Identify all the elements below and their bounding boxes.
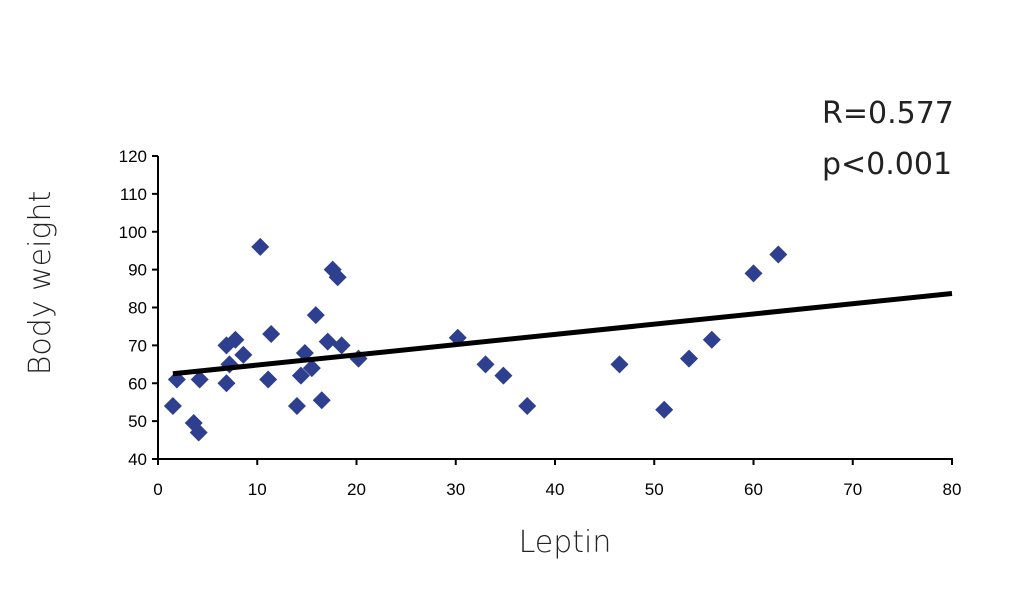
y-tick-label: 80 — [128, 299, 147, 318]
data-point — [234, 345, 253, 364]
y-tick-label: 100 — [119, 223, 147, 242]
data-point — [332, 336, 351, 355]
data-point — [494, 366, 513, 385]
data-point — [312, 391, 331, 410]
axes: 0 10 20 30 40 50 60 70 80 40 50 60 70 80 90 100 110 120 — [119, 147, 962, 499]
x-tick-label: 40 — [546, 480, 565, 499]
y-tick-label: 50 — [128, 412, 147, 431]
data-point — [259, 370, 278, 389]
data-point — [251, 237, 270, 256]
data-point — [476, 355, 495, 374]
data-point — [679, 349, 698, 368]
y-tick-label: 60 — [128, 374, 147, 393]
x-tick-label: 70 — [843, 480, 862, 499]
x-tick-label: 10 — [248, 480, 267, 499]
data-point — [655, 400, 674, 419]
x-tick-label: 0 — [153, 480, 162, 499]
x-tick-label: 60 — [744, 480, 763, 499]
data-point — [306, 306, 325, 325]
y-tick-label: 90 — [128, 261, 147, 280]
data-point — [518, 396, 537, 415]
y-tick-label: 110 — [120, 185, 147, 204]
x-tick-label: 30 — [446, 480, 465, 499]
data-point — [190, 370, 209, 389]
y-tick-label: 120 — [119, 147, 147, 166]
data-point — [163, 396, 182, 415]
r-value-annotation: R=0.577 — [822, 96, 954, 131]
data-point — [262, 325, 281, 344]
data-point — [291, 366, 310, 385]
data-points — [163, 237, 788, 442]
x-tick-label: 50 — [645, 480, 664, 499]
y-tick-label: 70 — [128, 336, 147, 355]
data-point — [189, 423, 208, 442]
x-axis-title: Leptin — [519, 525, 612, 560]
data-point — [226, 330, 245, 349]
x-tick-label: 20 — [347, 480, 366, 499]
data-point — [769, 245, 788, 264]
data-point — [328, 268, 347, 287]
data-point — [302, 359, 321, 378]
p-value-annotation: p<0.001 — [822, 147, 952, 182]
data-point — [217, 374, 236, 393]
x-tick-label: 80 — [943, 480, 962, 499]
data-point — [702, 330, 721, 349]
trendline-layer — [172, 290, 953, 377]
data-point — [610, 355, 629, 374]
regression-line — [172, 290, 953, 377]
y-tick-label: 40 — [128, 450, 147, 469]
data-point — [744, 264, 763, 283]
data-point — [318, 332, 337, 351]
data-point — [287, 396, 306, 415]
y-axis-title: Body weight — [23, 191, 58, 375]
